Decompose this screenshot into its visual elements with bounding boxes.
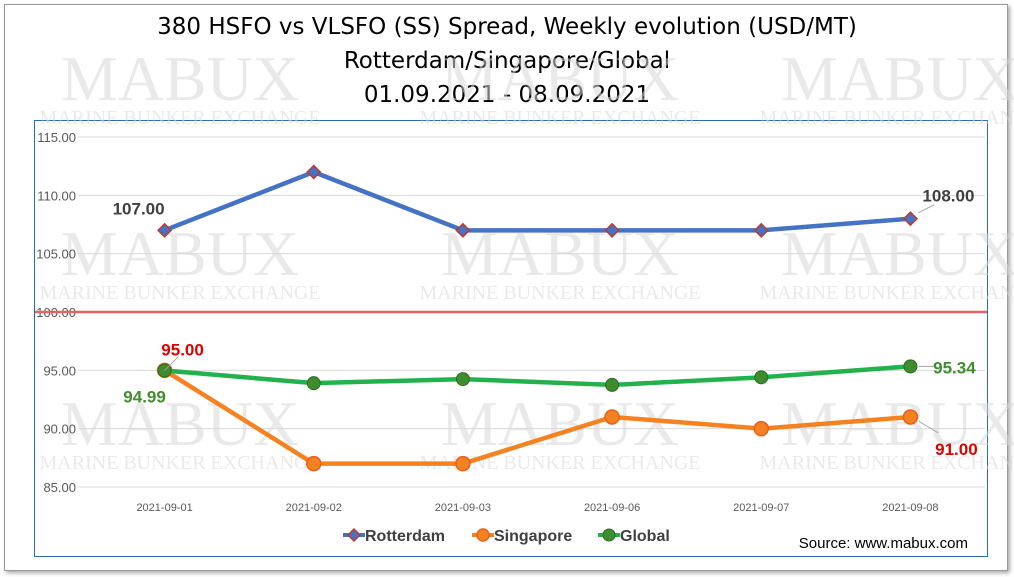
watermark-mabux: MABUX bbox=[781, 43, 1014, 114]
point-rotterdam bbox=[157, 222, 173, 238]
legend-marker-global bbox=[602, 528, 616, 542]
point-singapore bbox=[753, 420, 769, 437]
point-rotterdam bbox=[604, 222, 620, 238]
series-line-singapore bbox=[163, 368, 911, 466]
x-tick-label: 2021-09-01 bbox=[136, 502, 192, 514]
watermark-subtitle: MARINE BUNKER EXCHANGE bbox=[759, 452, 1014, 474]
title-line-2: Rotterdam/Singapore/Global bbox=[343, 48, 671, 74]
data-label-global: 94.99 bbox=[123, 387, 166, 406]
data-label-singapore: 91.00 bbox=[935, 440, 978, 459]
point-singapore bbox=[604, 409, 620, 425]
y-tick-label: 90.00 bbox=[43, 422, 76, 437]
watermark-mabux: MABUX bbox=[441, 388, 679, 459]
data-label-leader bbox=[918, 420, 939, 434]
watermark-subtitle: MARINE BUNKER EXCHANGE bbox=[39, 452, 320, 474]
legend-label-rotterdam: Rotterdam bbox=[365, 528, 445, 545]
series-line-global bbox=[164, 364, 911, 388]
point-global bbox=[306, 376, 321, 391]
point-singapore bbox=[306, 455, 322, 472]
point-rotterdam bbox=[455, 222, 471, 238]
legend-item-singapore: Singapore bbox=[472, 528, 572, 545]
series-line-rotterdam bbox=[163, 169, 911, 233]
data-label-global: 95.34 bbox=[933, 358, 976, 377]
plot-area-border bbox=[34, 120, 988, 557]
point-global bbox=[754, 370, 769, 385]
point-global bbox=[903, 359, 918, 374]
watermark-subtitle: MARINE BUNKER EXCHANGE bbox=[39, 282, 320, 304]
x-tick-label: 2021-09-07 bbox=[733, 502, 789, 514]
watermark-subtitle: MARINE BUNKER EXCHANGE bbox=[39, 107, 320, 129]
data-label-rotterdam: 107.00 bbox=[113, 199, 165, 218]
watermark-mabux: MABUX bbox=[61, 388, 299, 459]
data-label-singapore: 95.00 bbox=[161, 340, 204, 359]
point-singapore bbox=[455, 455, 471, 472]
watermark-subtitle: MARINE BUNKER EXCHANGE bbox=[419, 107, 700, 129]
y-tick-label: 110.00 bbox=[37, 188, 76, 203]
point-singapore bbox=[902, 409, 919, 425]
point-global bbox=[455, 372, 470, 387]
y-tick-label: 115.00 bbox=[37, 130, 76, 145]
y-tick-label: 95.00 bbox=[43, 363, 76, 378]
legend-label-singapore: Singapore bbox=[494, 528, 572, 545]
x-tick-label: 2021-09-02 bbox=[286, 502, 342, 514]
x-tick-label: 2021-09-06 bbox=[584, 502, 640, 514]
chart-frame bbox=[4, 4, 1008, 571]
watermark-mabux: MABUX bbox=[61, 43, 299, 114]
title-line-3: 01.09.2021 - 08.09.2021 bbox=[363, 82, 651, 108]
source-text: Source: www.mabux.com bbox=[799, 535, 968, 552]
x-tick-label: 2021-09-08 bbox=[882, 502, 938, 514]
watermark-mabux: MABUX bbox=[441, 43, 679, 114]
data-label-leader bbox=[164, 356, 179, 371]
legend-marker-singapore bbox=[476, 528, 490, 542]
legend-label-global: Global bbox=[620, 528, 670, 545]
x-tick-label: 2021-09-03 bbox=[435, 502, 491, 514]
title-line-1: 380 HSFO vs VLSFO (SS) Spread, Weekly ev… bbox=[157, 14, 857, 40]
watermark-subtitle: MARINE BUNKER EXCHANGE bbox=[759, 107, 1014, 129]
watermark-subtitle: MARINE BUNKER EXCHANGE bbox=[419, 282, 700, 304]
chart-title: 380 HSFO vs VLSFO (SS) Spread, Weekly ev… bbox=[0, 10, 1014, 112]
data-label-rotterdam: 108.00 bbox=[922, 187, 974, 206]
legend-item-rotterdam: Rotterdam bbox=[343, 527, 445, 545]
legend-marker-rotterdam bbox=[346, 527, 362, 543]
legend-item-global: Global bbox=[598, 528, 670, 545]
point-rotterdam bbox=[753, 222, 769, 238]
data-label-leader bbox=[918, 204, 935, 214]
y-tick-label: 105.00 bbox=[36, 247, 76, 262]
watermark-subtitle: MARINE BUNKER EXCHANGE bbox=[759, 282, 1014, 304]
point-global bbox=[605, 377, 620, 392]
y-tick-label: 85.00 bbox=[43, 480, 76, 495]
point-rotterdam bbox=[902, 211, 918, 227]
point-rotterdam bbox=[306, 164, 322, 180]
